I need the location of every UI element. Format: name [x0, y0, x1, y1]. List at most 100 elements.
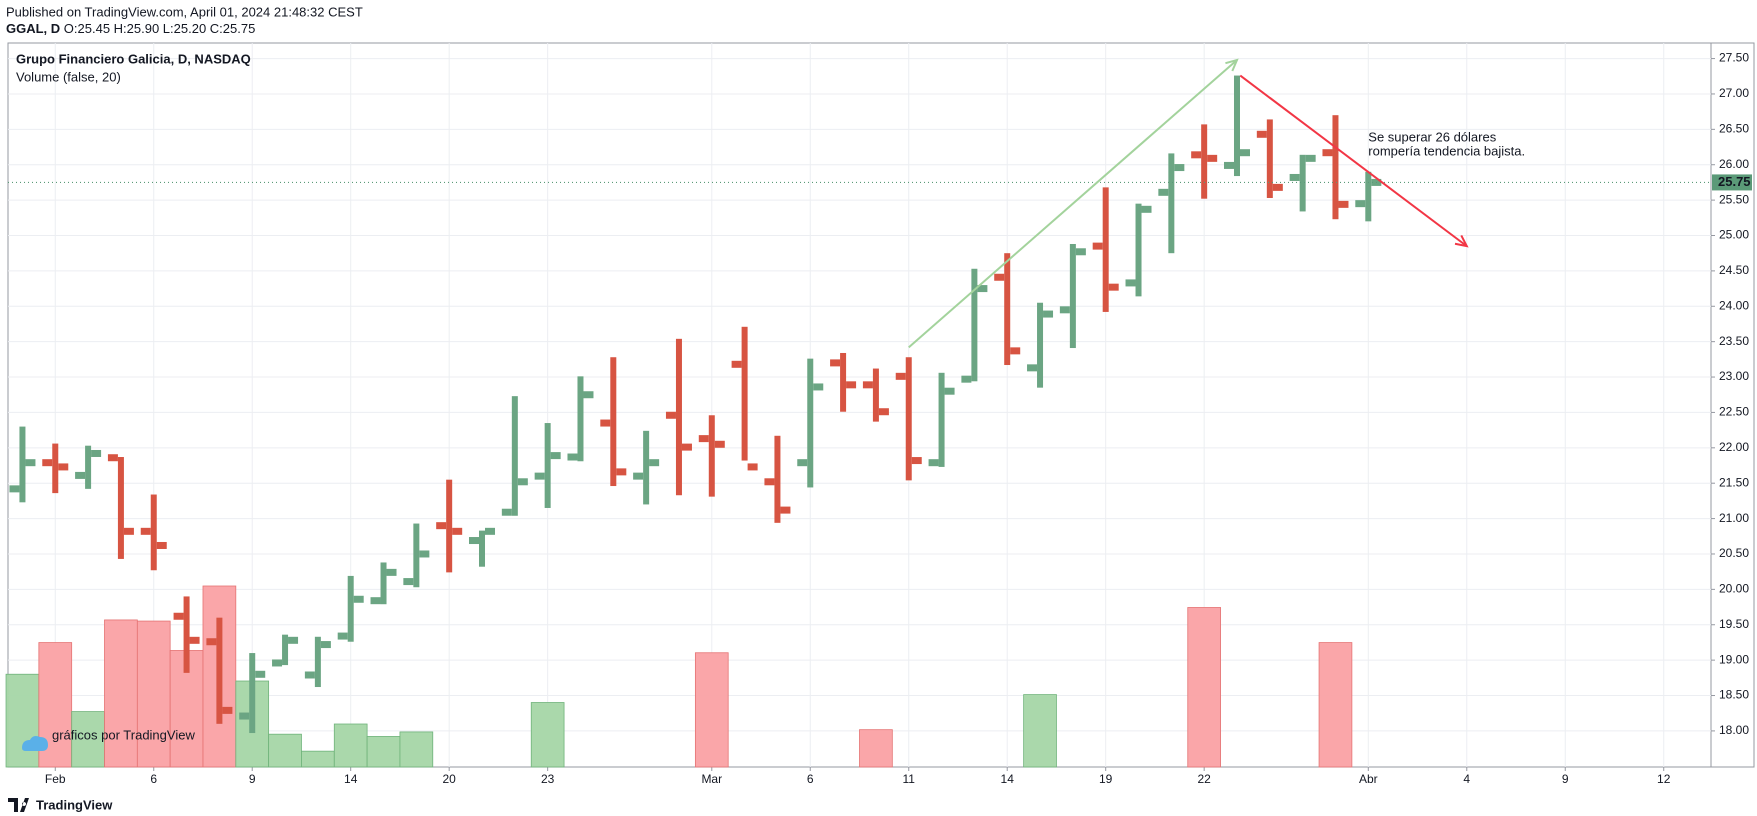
trend-line — [1239, 74, 1468, 247]
y-tick-label: 18.50 — [1719, 688, 1749, 702]
close-tick — [517, 478, 528, 486]
ohlc-bar — [1092, 187, 1119, 312]
x-tick-label: Feb — [45, 772, 66, 786]
open-tick — [9, 485, 20, 493]
ohlc-bar — [534, 423, 561, 508]
open-tick — [206, 638, 217, 646]
volume-bar — [859, 729, 893, 768]
note-text: rompería tendencia bajista. — [1368, 143, 1525, 158]
volume-bar — [71, 711, 105, 768]
close-tick — [1305, 154, 1316, 162]
high-low — [314, 636, 321, 688]
close-tick — [1174, 164, 1185, 172]
y-tick-label: 24.00 — [1719, 298, 1749, 312]
high-low — [1233, 75, 1240, 177]
volume-bar — [136, 620, 171, 768]
high-low — [183, 596, 190, 673]
close-tick — [1108, 283, 1119, 291]
close-tick — [58, 463, 69, 471]
ohlc-bar — [1125, 203, 1152, 297]
x-tick-label: 14 — [344, 772, 358, 786]
y-tick-label: 26.00 — [1719, 157, 1749, 171]
open-tick — [140, 527, 151, 535]
ohlc-bar — [764, 435, 791, 523]
ohlc-bar — [1223, 75, 1250, 177]
volume-bar — [1187, 607, 1221, 768]
open-tick — [107, 454, 118, 462]
y-tick-label: 20.50 — [1719, 546, 1749, 560]
ohlc-bar — [239, 653, 266, 734]
x-tick-label: 9 — [1562, 772, 1569, 786]
y-tick-label: 19.50 — [1719, 617, 1749, 631]
high-low — [938, 372, 945, 467]
ohlc-bar — [501, 396, 528, 516]
open-tick — [1191, 151, 1202, 159]
y-tick-label: 26.50 — [1719, 122, 1749, 136]
open-tick — [1092, 242, 1103, 250]
close-tick — [320, 641, 331, 649]
ohlc-bar — [961, 268, 988, 383]
open-tick — [895, 372, 906, 380]
high-low — [380, 562, 387, 605]
close-tick — [419, 550, 430, 558]
ohlc-bar — [633, 430, 660, 505]
high-low — [249, 653, 256, 734]
note-text: Se superar 26 dólares — [1368, 129, 1496, 144]
ohlc-bar — [862, 368, 889, 422]
y-tick-label: 24.50 — [1719, 263, 1749, 277]
high-low — [544, 423, 551, 508]
y-tick-label: 25.50 — [1719, 192, 1749, 206]
close-tick — [616, 468, 627, 476]
volume-bar — [5, 673, 40, 768]
close-tick — [1239, 149, 1250, 157]
open-tick — [75, 471, 86, 479]
open-tick — [600, 419, 611, 427]
open-tick — [501, 508, 512, 516]
open-tick — [764, 478, 775, 486]
high-low — [1004, 253, 1011, 366]
close-tick — [1043, 310, 1054, 318]
symbol-line: GGAL, D O:25.45 H:25.90 L:25.20 C:25.75 — [6, 21, 255, 36]
ohlc-bar — [1191, 124, 1218, 199]
open-tick — [403, 578, 414, 586]
ohlc-bar — [1256, 119, 1283, 198]
logo-mark — [8, 798, 29, 812]
volume-bar — [399, 731, 434, 768]
open-tick — [1158, 188, 1169, 196]
high-low — [1365, 171, 1372, 222]
arrow-head — [1454, 234, 1469, 248]
high-low — [413, 523, 420, 588]
high-low — [774, 435, 781, 523]
volume-bar — [1318, 642, 1353, 768]
high-low — [1266, 119, 1273, 198]
ohlc-bar — [567, 376, 594, 462]
ohlc-bar — [469, 527, 496, 567]
footer-logo: TradingView — [8, 797, 113, 812]
ohlc-bar — [1027, 302, 1054, 388]
volume-bar — [301, 750, 335, 768]
close-tick — [878, 408, 889, 416]
open-tick — [1355, 200, 1366, 208]
open-tick — [665, 411, 676, 419]
high-low — [1332, 115, 1339, 220]
high-low — [446, 479, 453, 573]
ohlc-bar — [75, 445, 102, 489]
y-tick-label: 27.50 — [1719, 51, 1749, 65]
close-tick — [780, 506, 791, 514]
volume-bar — [333, 723, 368, 768]
ohlc-bar — [928, 372, 955, 467]
open-tick — [928, 459, 939, 467]
last-price-label: 25.75 — [1718, 174, 1751, 189]
high-low — [741, 326, 748, 461]
ohlc-bar — [42, 443, 69, 494]
high-low — [610, 357, 617, 487]
high-low — [511, 396, 518, 516]
close-tick — [222, 706, 233, 714]
y-tick-label: 21.00 — [1719, 511, 1749, 525]
x-tick-label: 6 — [807, 772, 814, 786]
ohlc-text: O:25.45 H:25.90 L:25.20 C:25.75 — [64, 21, 256, 36]
open-tick — [698, 435, 709, 443]
close-tick — [452, 527, 463, 535]
open-tick — [173, 612, 184, 620]
ohlc-bar — [1289, 154, 1316, 212]
